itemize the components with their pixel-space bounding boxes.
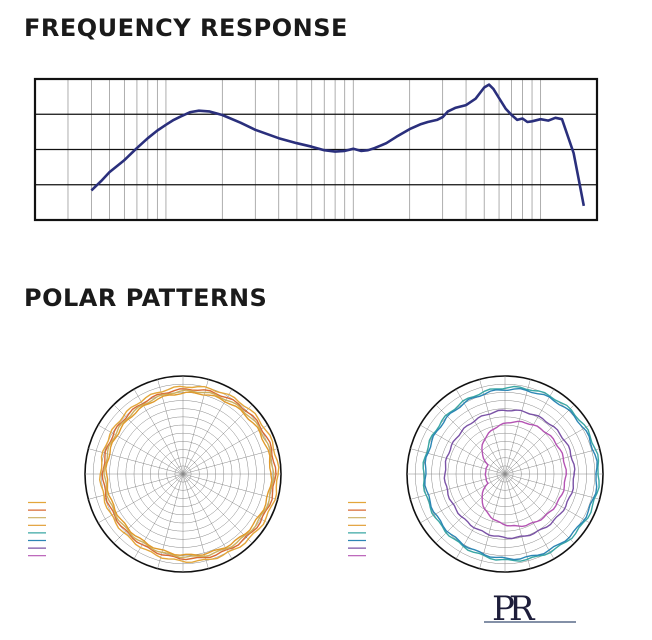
polar-spoke: [504, 379, 531, 475]
frequency-response-line: [90, 83, 586, 207]
polar-spoke: [504, 404, 575, 475]
polar-chart-lo: [28, 375, 282, 573]
polar-curve: [422, 385, 600, 562]
polar-spoke: [504, 473, 531, 569]
polar-patterns-charts: [28, 375, 604, 573]
polar-spoke: [504, 473, 575, 544]
polar-spoke: [157, 473, 184, 569]
polar-curve: [105, 391, 273, 556]
polar-curve: [98, 385, 280, 564]
polar-spoke: [504, 473, 555, 559]
polar-spoke: [182, 473, 268, 524]
polar-spoke: [182, 448, 278, 475]
polar-spoke: [182, 389, 233, 475]
polar-spoke: [88, 448, 184, 475]
polar-spoke: [504, 448, 600, 475]
polar-spoke: [479, 473, 506, 569]
plot-frame: [33, 77, 599, 222]
polar-spoke: [182, 424, 268, 475]
polar-spoke: [504, 424, 590, 475]
polar-spoke: [182, 473, 233, 559]
polar-spoke: [410, 448, 506, 475]
polar-patterns-title: POLAR PATTERNS: [24, 284, 268, 312]
polar-spoke: [98, 424, 184, 475]
polar-spoke: [504, 473, 590, 524]
polar-spoke: [182, 473, 278, 500]
polar-spoke: [504, 389, 555, 475]
polar-curve: [424, 387, 598, 561]
polar-curve: [443, 409, 576, 540]
polar-spoke: [455, 389, 506, 475]
polar-spoke: [133, 389, 184, 475]
polar-spoke: [420, 473, 506, 524]
polar-spoke: [182, 473, 253, 544]
polar-curve: [481, 420, 568, 528]
polar-spoke: [133, 473, 184, 559]
frequency-response-title: FREQUENCY RESPONSE: [24, 14, 348, 42]
logo-letters: PR: [492, 589, 536, 629]
polar-spoke: [182, 404, 253, 475]
frequency-response-chart: [33, 77, 599, 222]
polar-curve: [103, 389, 275, 559]
polar-curve: [101, 388, 277, 561]
polar-spoke: [182, 473, 209, 569]
polar-spoke: [420, 424, 506, 475]
polar-spoke: [504, 473, 600, 500]
polar-spoke: [113, 404, 184, 475]
polar-spoke: [113, 473, 184, 544]
polar-spoke: [455, 473, 506, 559]
polar-chart-hi: [348, 375, 604, 573]
brand-logo: PR: [484, 589, 576, 629]
